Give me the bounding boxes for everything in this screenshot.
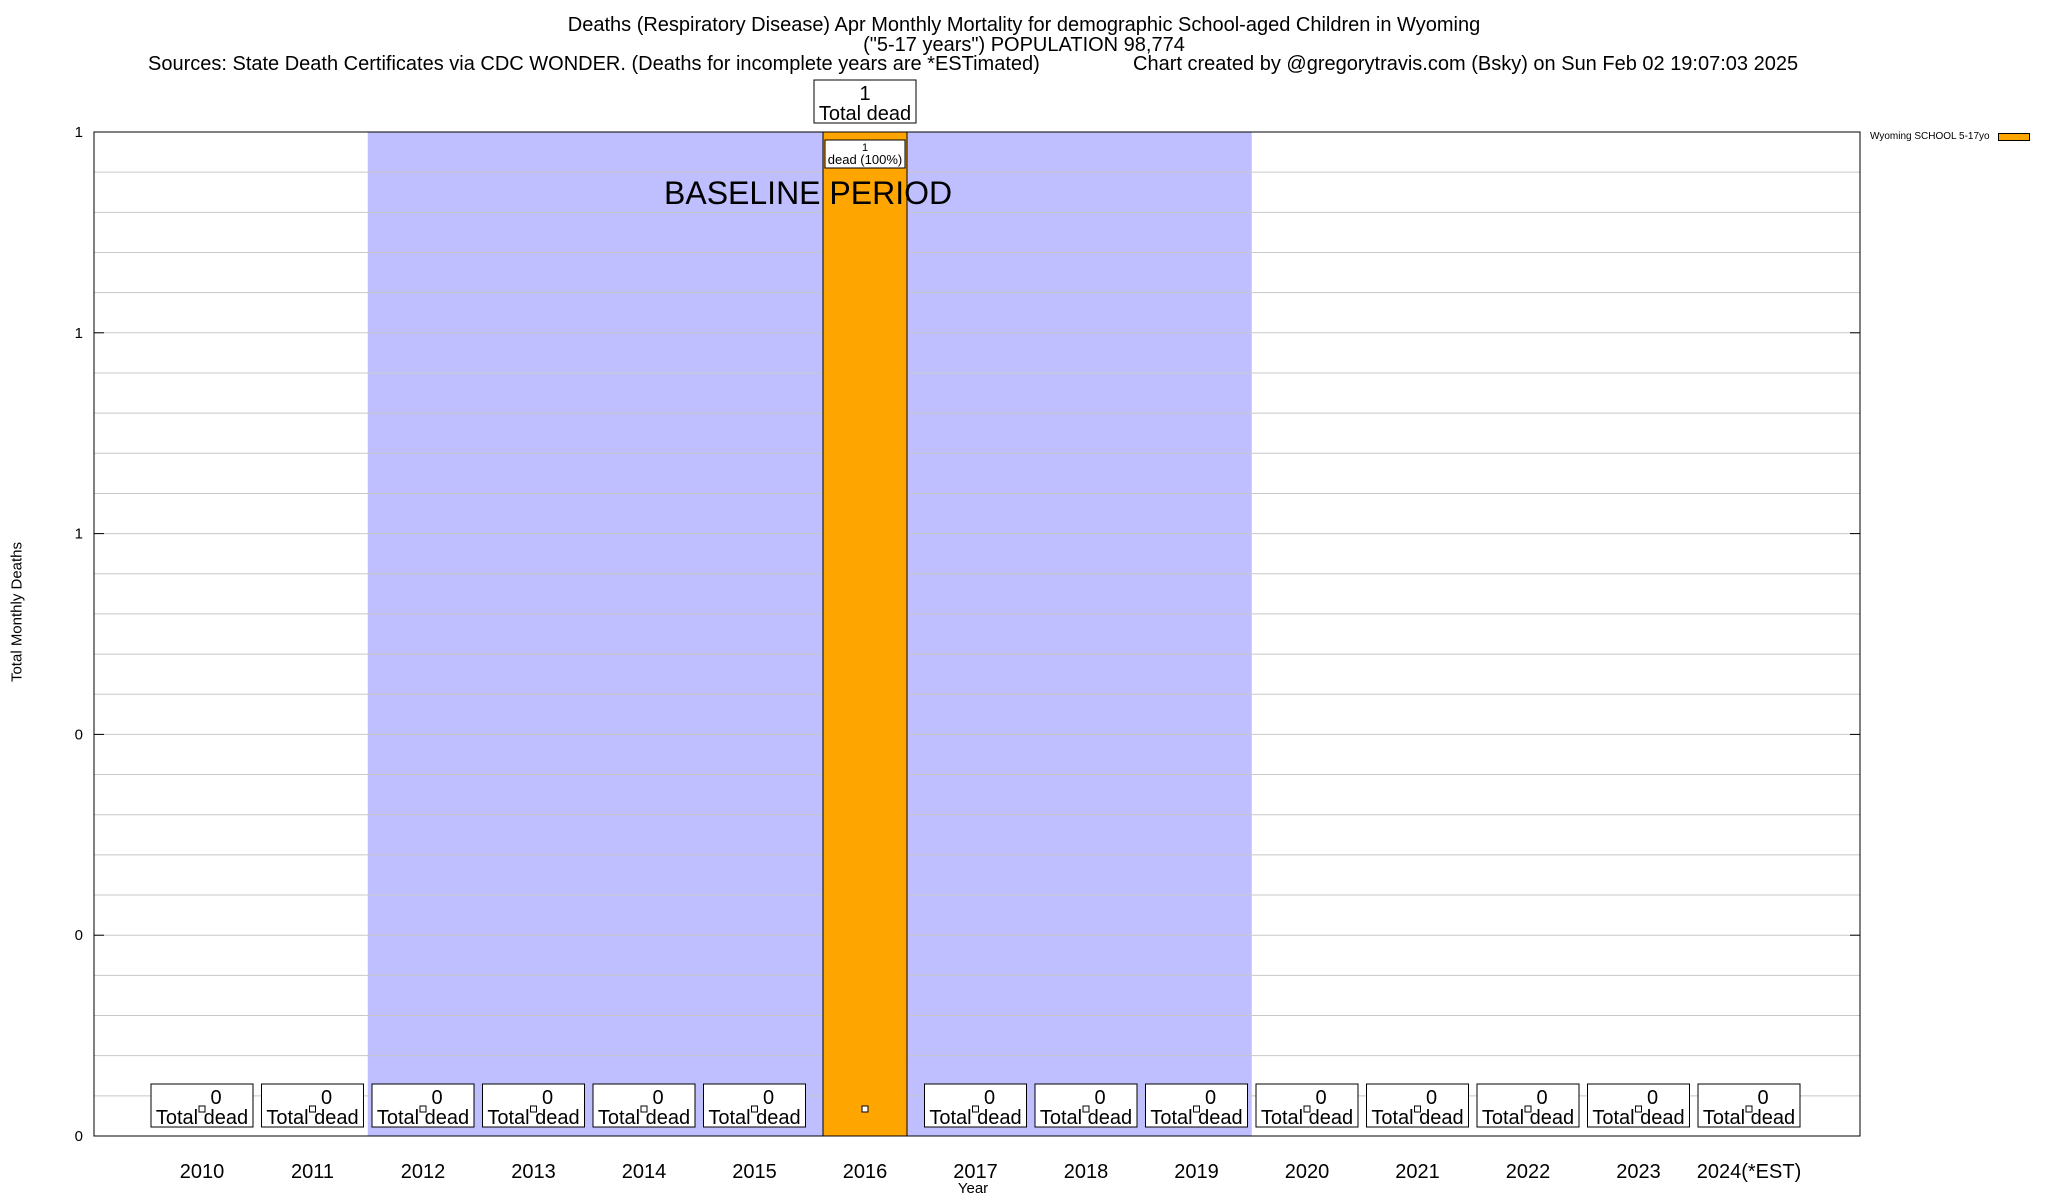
segment-label-box (824, 139, 906, 169)
total-label-count: 0 (984, 1087, 995, 1109)
y-tick-label: 0 (75, 726, 83, 743)
x-marker (419, 1105, 427, 1113)
total-label-text: Total dead (1592, 1107, 1684, 1129)
x-marker (1635, 1105, 1642, 1113)
total-label-count: 1 (859, 83, 870, 105)
x-tick-label: 2018 (1064, 1161, 1109, 1183)
y-axis-label: Total Monthly Deaths (8, 541, 26, 683)
x-marker (1303, 1105, 1311, 1113)
x-tick-label: 2015 (732, 1161, 777, 1183)
x-tick-label: 2014 (622, 1161, 667, 1183)
x-marker (861, 1105, 869, 1113)
chart-sources: Sources: State Death Certificates via CD… (148, 53, 1040, 75)
x-marker (1414, 1105, 1421, 1113)
x-marker (1524, 1105, 1532, 1113)
x-marker (530, 1105, 537, 1113)
total-label-text: Total dead (1261, 1107, 1353, 1129)
y-tick-label: 1 (75, 526, 83, 543)
total-label-text: Total dead (708, 1107, 800, 1129)
total-label-text: Total dead (1482, 1107, 1574, 1129)
y-tick-label: 1 (75, 325, 83, 342)
total-label-count: 0 (1205, 1087, 1216, 1109)
total-label-text: Total dead (1040, 1107, 1132, 1129)
bar (822, 131, 908, 1137)
baseline-label: BASELINE PERIOD (664, 175, 952, 211)
x-marker (1193, 1105, 1200, 1113)
total-label-count: 0 (1536, 1087, 1547, 1109)
total-label-count: 0 (431, 1087, 442, 1109)
x-tick-label: 2016 (843, 1161, 888, 1183)
x-tick-label: 2022 (1506, 1161, 1551, 1183)
total-label-text: Total dead (1703, 1107, 1795, 1129)
segment-label-text: dead (100%) (828, 152, 902, 167)
total-label-count: 0 (1647, 1087, 1658, 1109)
total-label-text: Total dead (819, 103, 911, 125)
legend-label: Wyoming SCHOOL 5-17yo (1870, 131, 1990, 142)
total-label-text: Total dead (598, 1107, 690, 1129)
legend: Wyoming SCHOOL 5-17yo (1870, 131, 2030, 142)
x-marker (640, 1105, 648, 1113)
total-label-count: 0 (1426, 1087, 1437, 1109)
x-tick-label: 2019 (1174, 1161, 1219, 1183)
y-tick-label: 0 (75, 927, 83, 944)
total-label-count: 0 (652, 1087, 663, 1109)
total-label-count: 0 (1757, 1087, 1768, 1109)
total-label-text: Total dead (156, 1107, 248, 1129)
x-tick-label: 2017 (953, 1161, 998, 1183)
total-label-count: 0 (542, 1087, 553, 1109)
chart-credit: Chart created by @gregorytravis.com (Bsk… (1133, 53, 1799, 75)
plot-frame (93, 131, 1861, 1137)
legend-swatch (1997, 132, 2030, 141)
total-label-count: 0 (763, 1087, 774, 1109)
x-tick-label: 2024(*EST) (1697, 1161, 1802, 1183)
x-tick-label: 2021 (1395, 1161, 1440, 1183)
y-tick-label: 0 (75, 1128, 83, 1145)
total-label-text: Total dead (487, 1107, 579, 1129)
total-label-box (1697, 1083, 1801, 1128)
total-label-count: 0 (321, 1087, 332, 1109)
x-marker (972, 1105, 979, 1113)
x-axis-label: Year (957, 1180, 989, 1197)
x-marker (309, 1105, 316, 1113)
x-marker (1745, 1105, 1753, 1113)
chart-title-line1: Deaths (Respiratory Disease) Apr Monthly… (567, 14, 1481, 36)
x-tick-label: 2012 (401, 1161, 446, 1183)
x-tick-label: 2013 (511, 1161, 556, 1183)
total-label-text: Total dead (1371, 1107, 1463, 1129)
total-label-text: Total dead (266, 1107, 358, 1129)
total-label-box (813, 79, 917, 124)
total-label-text: Total dead (1150, 1107, 1242, 1129)
total-label-count: 0 (1094, 1087, 1105, 1109)
baseline-region (367, 132, 1252, 1136)
total-label-count: 0 (1315, 1087, 1326, 1109)
x-tick-label: 2011 (291, 1161, 334, 1183)
x-marker (198, 1105, 206, 1113)
segment-label-count: 1 (862, 142, 868, 154)
total-label-text: Total dead (377, 1107, 469, 1129)
x-tick-label: 2010 (180, 1161, 225, 1183)
total-label-count: 0 (210, 1087, 221, 1109)
x-marker (751, 1105, 758, 1113)
total-label-text: Total dead (929, 1107, 1021, 1129)
chart-title-line2: ("5-17 years") POPULATION 98,774 (863, 34, 1185, 56)
total-label-box (150, 1083, 254, 1128)
x-marker (1082, 1105, 1090, 1113)
x-tick-label: 2023 (1616, 1161, 1661, 1183)
x-tick-label: 2020 (1285, 1161, 1330, 1183)
y-tick-label: 1 (75, 124, 83, 141)
